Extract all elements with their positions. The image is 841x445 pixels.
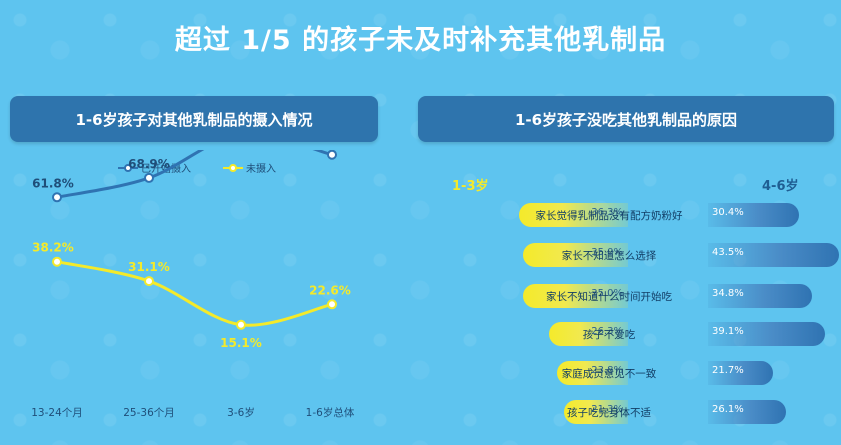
bar-4-6-value: 26.1%: [712, 404, 744, 415]
bar-4-6: [708, 284, 813, 308]
bar-4-6-value: 39.1%: [712, 326, 744, 337]
intake-chart-header: 1-6岁孩子对其他乳制品的摄入情况: [10, 96, 378, 142]
reason-label: 孩子吃完身体不适: [567, 407, 651, 419]
bar-4-6-value: 34.8%: [712, 288, 744, 299]
data-point-1-3: [327, 299, 337, 310]
bar-4-6-value: 43.5%: [712, 247, 744, 258]
bar-4-6: [708, 322, 826, 346]
data-label-1-2: 15.1%: [220, 336, 262, 350]
legend-not-started-label: 未摄入: [246, 164, 276, 175]
reason-row: 35.0% 家长不知道什么时间开始吃 34.8%: [405, 282, 841, 310]
bar-1-3-value: 36.3%: [591, 207, 623, 218]
bar-4-6: [708, 400, 787, 424]
data-label-1-0: 38.2%: [32, 241, 74, 255]
age-label-1-3: 1-3岁: [452, 179, 489, 194]
x-tick-label: 1-6岁总体: [306, 406, 355, 419]
data-label-0-0: 61.8%: [32, 176, 74, 190]
x-tick-label: 3-6岁: [227, 406, 255, 419]
data-point-0-3: [327, 150, 337, 160]
reason-label: 孩子不爱吃: [582, 329, 636, 341]
bar-1-3-value: 21.3%: [591, 404, 623, 415]
bar-1-3: [549, 322, 628, 346]
data-label-0-1: 68.9%: [128, 157, 170, 171]
reason-row: 26.3% 孩子不爱吃 39.1%: [405, 320, 841, 348]
bar-1-3-value: 35.0%: [591, 288, 623, 299]
bar-1-3: [556, 361, 628, 385]
bar-1-3-value: 26.3%: [591, 326, 623, 337]
data-point-0-1: [144, 172, 154, 183]
reason-row: 36.3% 家长觉得乳制品没有配方奶粉好 30.4%: [405, 201, 841, 229]
bar-4-6: [708, 361, 774, 385]
legend-not-started: 未摄入: [223, 160, 276, 175]
bar-1-3-value: 23.8%: [591, 365, 623, 376]
age-label-4-6: 4-6岁: [762, 179, 799, 194]
data-point-0-0: [52, 192, 62, 203]
data-label-1-3: 22.6%: [309, 283, 351, 297]
series-line-1: [56, 260, 333, 327]
series-line-0: [56, 150, 333, 199]
reason-label: 家长不知道什么时间开始吃: [546, 291, 672, 303]
data-label-1-1: 31.1%: [128, 260, 170, 274]
reason-row: 35.0% 家长不知道怎么选择 43.5%: [405, 241, 841, 269]
bar-1-3: [519, 203, 628, 227]
bar-1-3: [523, 243, 628, 267]
reason-row: 21.3% 孩子吃完身体不适 26.1%: [405, 398, 841, 426]
data-point-1-1: [144, 276, 154, 287]
reason-label: 家长觉得乳制品没有配方奶粉好: [535, 210, 683, 222]
data-point-1-0: [52, 256, 62, 267]
bar-4-6-value: 21.7%: [712, 365, 744, 376]
bar-1-3: [564, 400, 628, 424]
reason-row: 23.8% 家庭成员意见不一致 21.7%: [405, 359, 841, 387]
reason-label: 家长不知道怎么选择: [561, 250, 657, 262]
intake-line-chart: 61.8%68.9%84.9%77.4%38.2%31.1%15.1%22.6%…: [31, 150, 355, 419]
reason-label: 家庭成员意见不一致: [561, 368, 657, 380]
x-tick-label: 25-36个月: [123, 407, 175, 419]
legend-started-marker: [118, 163, 138, 173]
data-point-1-2: [236, 319, 246, 330]
bar-1-3: [523, 284, 628, 308]
bar-4-6: [708, 203, 800, 227]
page-title: 超过 1/5 的孩子未及时补充其他乳制品: [174, 25, 667, 56]
bar-4-6-value: 30.4%: [712, 207, 744, 218]
legend-not-started-marker: [223, 163, 243, 173]
bar-1-3-value: 35.0%: [591, 247, 623, 258]
bar-4-6: [708, 243, 839, 267]
x-tick-label: 13-24个月: [31, 407, 83, 419]
reasons-chart-header: 1-6岁孩子没吃其他乳制品的原因: [418, 96, 834, 142]
